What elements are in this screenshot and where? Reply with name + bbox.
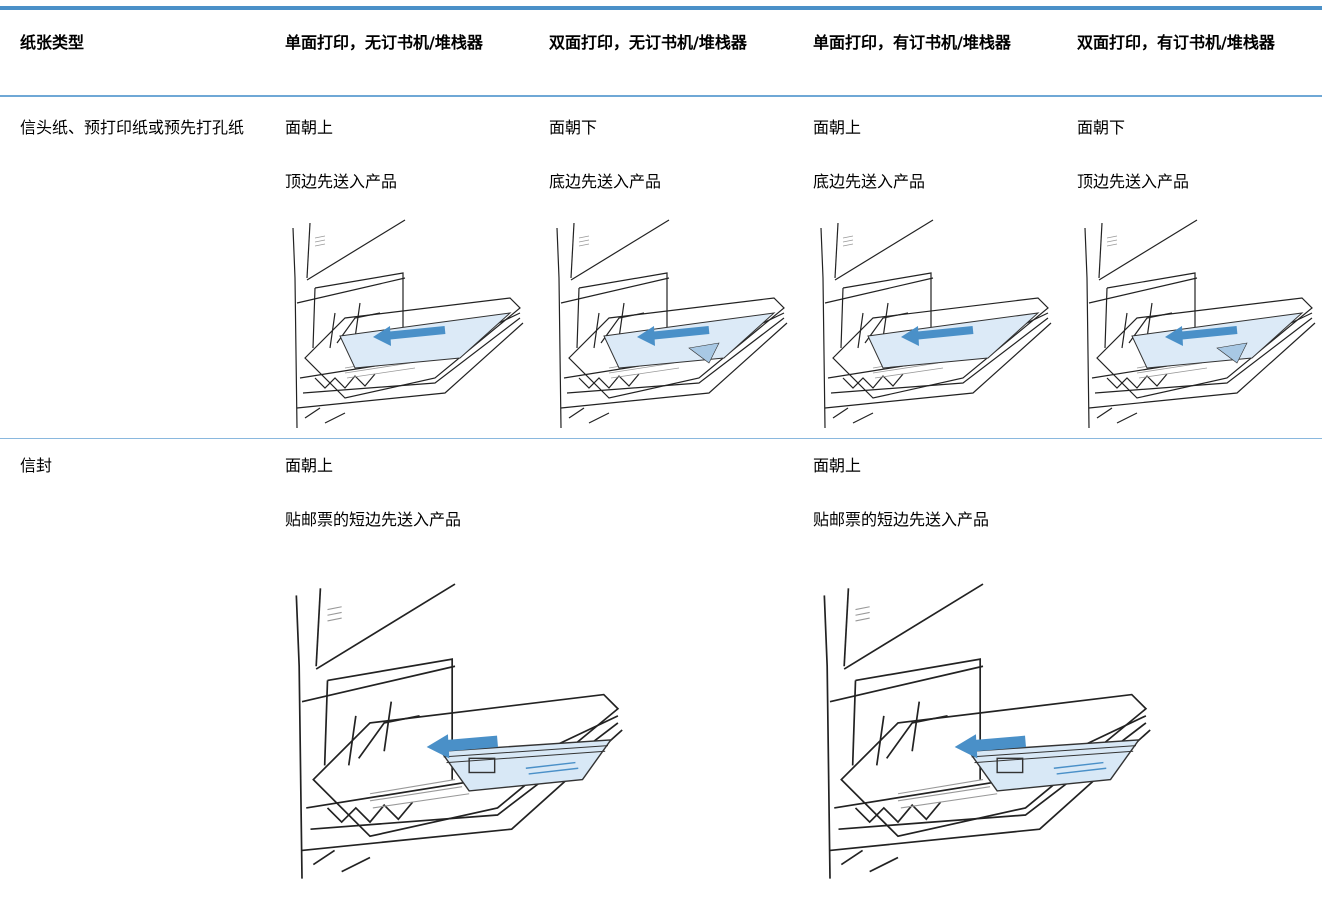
header-rule — [0, 95, 1322, 97]
row-rule — [0, 438, 1322, 439]
orientation: 面朝上 — [813, 118, 862, 137]
paper-illustration — [813, 218, 1053, 428]
column-header: 单面打印，有订书机/堆栈器 — [813, 33, 1011, 52]
feed-direction: 底边先送入产品 — [813, 172, 926, 191]
orientation: 面朝上 — [813, 456, 862, 475]
paper-type: 信头纸、预打印纸或预先打孔纸 — [20, 118, 245, 137]
column-header: 双面打印，有订书机/堆栈器 — [1077, 33, 1275, 52]
feed-direction: 贴邮票的短边先送入产品 — [285, 510, 462, 529]
feed-direction: 底边先送入产品 — [549, 172, 662, 191]
orientation: 面朝下 — [549, 118, 598, 137]
paper-illustration — [285, 218, 525, 428]
paper-illustration — [549, 218, 789, 428]
orientation: 面朝上 — [285, 118, 334, 137]
top-rule — [0, 6, 1322, 10]
column-header: 单面打印，无订书机/堆栈器 — [285, 33, 483, 52]
orientation: 面朝下 — [1077, 118, 1126, 137]
envelope-illustration — [813, 560, 1153, 900]
column-header: 双面打印，无订书机/堆栈器 — [549, 33, 747, 52]
column-header: 纸张类型 — [20, 33, 85, 52]
paper-type: 信封 — [20, 456, 53, 475]
feed-direction: 贴邮票的短边先送入产品 — [813, 510, 990, 529]
envelope-illustration — [285, 560, 625, 900]
paper-illustration — [1077, 218, 1317, 428]
orientation: 面朝上 — [285, 456, 334, 475]
feed-direction: 顶边先送入产品 — [285, 172, 398, 191]
feed-direction: 顶边先送入产品 — [1077, 172, 1190, 191]
